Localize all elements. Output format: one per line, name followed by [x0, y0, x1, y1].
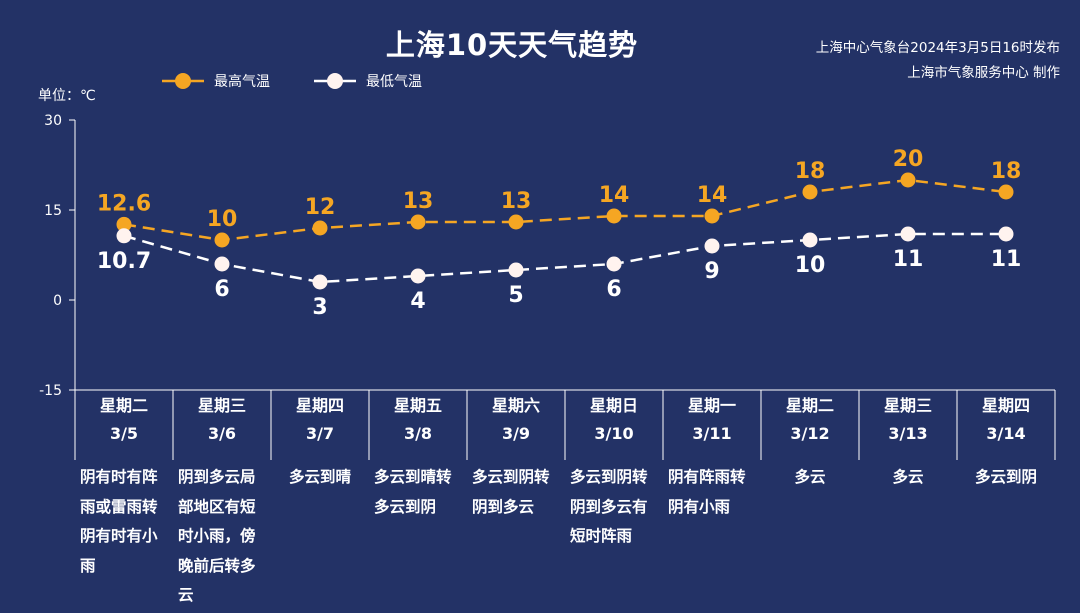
- data-point-high: [998, 184, 1014, 200]
- y-tick-label: 15: [44, 203, 62, 219]
- weather-description: 多云到晴: [288, 468, 351, 486]
- date-label: 3/13: [888, 424, 928, 443]
- y-tick-label: -15: [39, 383, 62, 399]
- date-label: 3/7: [305, 424, 335, 443]
- weather-description: 多云到晴转多云到阴: [374, 468, 452, 516]
- weather-description: 阴有时有阵雨或雷雨转阴有时有小雨: [80, 468, 158, 575]
- source-line-2: 上海市气象服务中心 制作: [907, 65, 1060, 81]
- day-header: 星期二 3/5: [75, 392, 173, 448]
- data-label-low: 5: [508, 283, 523, 308]
- data-label-low: 6: [606, 277, 621, 302]
- legend-item-low: 最低气温: [312, 70, 422, 92]
- weather-description: 多云: [892, 468, 924, 486]
- data-label-high: 13: [403, 189, 434, 214]
- data-point-low: [606, 256, 622, 272]
- legend-item-high: 最高气温: [160, 70, 270, 92]
- data-point-high: [214, 232, 230, 248]
- series-line-high: [123, 178, 1007, 242]
- day-header: 星期日 3/10: [565, 392, 663, 448]
- weather-description: 多云到阴转阴到多云: [472, 468, 550, 516]
- data-point-low: [802, 232, 818, 248]
- data-point-low: [508, 262, 524, 278]
- legend-high-label: 最高气温: [214, 74, 270, 90]
- data-point-high: [508, 214, 524, 230]
- data-point-low: [214, 256, 230, 272]
- data-point-high: [704, 208, 720, 224]
- y-tick-label: 0: [53, 293, 62, 309]
- data-label-low: 10.7: [97, 249, 151, 274]
- data-label-low: 4: [410, 289, 425, 314]
- chart-title: 上海10天天气趋势: [385, 28, 639, 62]
- data-label-low: 9: [704, 259, 719, 284]
- day-header: 星期五 3/8: [369, 392, 467, 448]
- weekday-label: 星期三: [197, 396, 246, 415]
- data-label-high: 13: [501, 189, 532, 214]
- data-label-low: 10: [795, 253, 826, 278]
- day-header: 星期一 3/11: [663, 392, 761, 448]
- date-label: 3/11: [692, 424, 732, 443]
- date-label: 3/8: [403, 424, 433, 443]
- date-label: 3/10: [594, 424, 634, 443]
- date-label: 3/14: [986, 424, 1026, 443]
- day-header: 星期二 3/12: [761, 392, 859, 448]
- weather-description: 多云: [794, 468, 826, 486]
- data-label-high: 18: [991, 159, 1022, 184]
- data-label-high: 10: [207, 207, 238, 232]
- date-label: 3/5: [109, 424, 139, 443]
- weather-description: 多云到阴: [974, 468, 1037, 486]
- data-point-low: [116, 228, 132, 244]
- weekday-label: 星期四: [981, 396, 1030, 415]
- data-point-high: [802, 184, 818, 200]
- data-point-low: [312, 274, 328, 290]
- day-header: 星期四 3/14: [957, 392, 1055, 448]
- day-header: 星期三 3/13: [859, 392, 957, 448]
- data-point-high: [900, 172, 916, 188]
- weekday-label: 星期五: [393, 396, 442, 415]
- data-label-low: 11: [991, 247, 1022, 272]
- weekday-label: 星期三: [883, 396, 932, 415]
- weather-description: 阴有阵雨转阴有小雨: [668, 468, 746, 516]
- weekday-label: 星期二: [785, 396, 834, 415]
- data-point-high: [410, 214, 426, 230]
- data-point-low: [704, 238, 720, 254]
- series-line-low: [123, 232, 1006, 284]
- date-label: 3/9: [501, 424, 531, 443]
- data-point-low: [410, 268, 426, 284]
- data-label-low: 11: [893, 247, 924, 272]
- data-label-high: 20: [893, 147, 924, 172]
- data-point-high: [312, 220, 328, 236]
- weekday-label: 星期四: [295, 396, 344, 415]
- data-label-high: 12: [305, 195, 336, 220]
- y-axis-unit-label: 单位：℃: [38, 88, 96, 104]
- data-label-high: 12.6: [97, 191, 151, 216]
- data-point-low: [900, 226, 916, 242]
- data-label-low: 6: [214, 277, 229, 302]
- legend-low-label: 最低气温: [366, 74, 422, 90]
- day-header: 星期三 3/6: [173, 392, 271, 448]
- date-label: 3/12: [790, 424, 830, 443]
- data-label-high: 14: [697, 183, 728, 208]
- legend-low-marker-icon: [314, 73, 356, 89]
- date-label: 3/6: [207, 424, 237, 443]
- weekday-label: 星期一: [687, 396, 736, 415]
- legend-high-marker-icon: [162, 73, 204, 89]
- y-tick-label: 30: [44, 113, 62, 129]
- data-label-high: 14: [599, 183, 630, 208]
- data-point-low: [998, 226, 1014, 242]
- weekday-label: 星期二: [99, 396, 148, 415]
- weekday-label: 星期日: [589, 396, 638, 415]
- day-header: 星期四 3/7: [271, 392, 369, 448]
- weather-description: 多云到阴转阴到多云有短时阵雨: [570, 468, 648, 545]
- data-point-high: [116, 216, 132, 232]
- weather-description: 阴到多云局部地区有短时小雨，傍晚前后转多云: [178, 468, 256, 604]
- day-header: 星期六 3/9: [467, 392, 565, 448]
- data-point-high: [606, 208, 622, 224]
- weekday-label: 星期六: [491, 396, 540, 415]
- source-line-1: 上海中心气象台2024年3月5日16时发布: [815, 40, 1060, 56]
- data-label-low: 3: [312, 295, 327, 320]
- data-label-high: 18: [795, 159, 826, 184]
